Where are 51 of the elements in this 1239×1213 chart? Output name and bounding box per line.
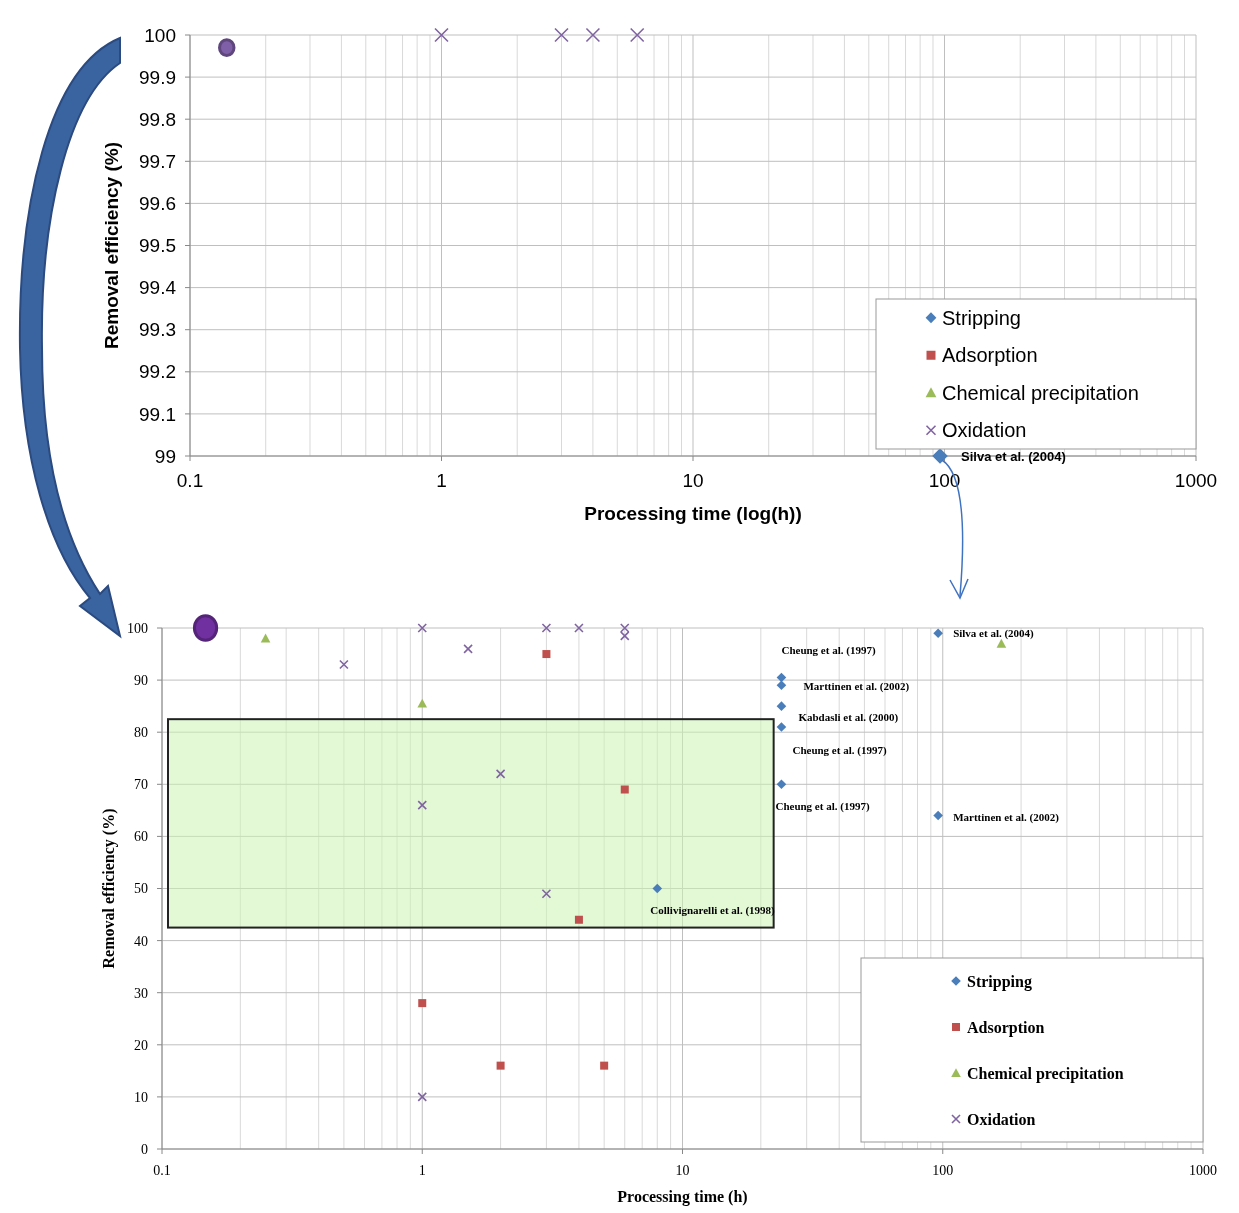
y-tick-label: 99.8 xyxy=(139,108,176,130)
y-tick-label: 99 xyxy=(154,445,176,467)
y-tick-label: 80 xyxy=(134,725,148,741)
y-tick-label: 50 xyxy=(134,881,148,897)
annotation: Silva et al. (2004) xyxy=(961,448,1066,464)
annotation: Kabdasli et al. (2000) xyxy=(798,711,899,724)
y-tick-label: 70 xyxy=(134,777,148,793)
y-tick-label: 99.3 xyxy=(139,319,176,341)
x-tick-label: 1 xyxy=(418,1163,426,1178)
x-tick-label: 1 xyxy=(436,470,447,491)
y-tick-label: 10 xyxy=(134,1089,148,1105)
x-tick-label: 1000 xyxy=(1174,470,1218,491)
y-tick-label: 99.5 xyxy=(139,235,176,257)
x-tick-label: 0.1 xyxy=(176,470,204,491)
legend-label: Stripping xyxy=(942,306,1021,329)
x-axis-title: Processing time (log(h)) xyxy=(584,502,802,524)
y-tick-label: 99.7 xyxy=(139,150,176,172)
y-tick-label: 99.9 xyxy=(139,66,176,88)
y-tick-label: 99.1 xyxy=(139,403,176,425)
y-tick-label: 0 xyxy=(141,1141,148,1157)
legend-label: Chemical precipitation xyxy=(967,1064,1124,1083)
legend-label: Stripping xyxy=(967,972,1032,991)
y-axis-title: Removal efficiency (%) xyxy=(100,808,118,969)
annotation: Cheung et al. (1997) xyxy=(781,644,876,658)
annotation: Silva et al. (2004) xyxy=(953,627,1035,641)
y-tick-label: 99.6 xyxy=(139,193,176,215)
legend-label: Oxidation xyxy=(942,419,1027,442)
x-axis-title: Processing time (h) xyxy=(617,1187,748,1206)
x-tick-label: 10 xyxy=(675,1163,690,1178)
y-axis-title: Removal efficiency (%) xyxy=(101,142,122,349)
y-tick-label: 99.4 xyxy=(139,277,177,299)
y-tick-label: 100 xyxy=(144,24,176,46)
legend-label: Adsorption xyxy=(967,1018,1045,1037)
x-tick-label: 100 xyxy=(932,1163,954,1178)
x-tick-label: 0.1 xyxy=(153,1163,171,1178)
annotation: Marttinen et al. (2002) xyxy=(803,680,910,694)
x-tick-label: 10 xyxy=(682,470,704,491)
x-tick-label: 1000 xyxy=(1189,1163,1217,1178)
annotation: Cheung et al. (1997) xyxy=(792,743,887,757)
y-tick-label: 100 xyxy=(127,620,148,636)
y-tick-label: 40 xyxy=(134,933,148,949)
legend-label: Adsorption xyxy=(942,344,1038,367)
y-tick-label: 20 xyxy=(134,1037,148,1053)
annotation: Cheung et al. (1997) xyxy=(775,800,870,814)
y-tick-label: 99.2 xyxy=(139,361,176,383)
y-tick-label: 90 xyxy=(134,673,148,688)
annotation: Marttinen et al. (2002) xyxy=(953,811,1060,825)
legend-label: Oxidation xyxy=(967,1110,1036,1128)
y-tick-label: 30 xyxy=(134,985,148,1001)
legend-label: Chemical precipitation xyxy=(942,381,1139,404)
y-tick-label: 60 xyxy=(134,829,148,845)
